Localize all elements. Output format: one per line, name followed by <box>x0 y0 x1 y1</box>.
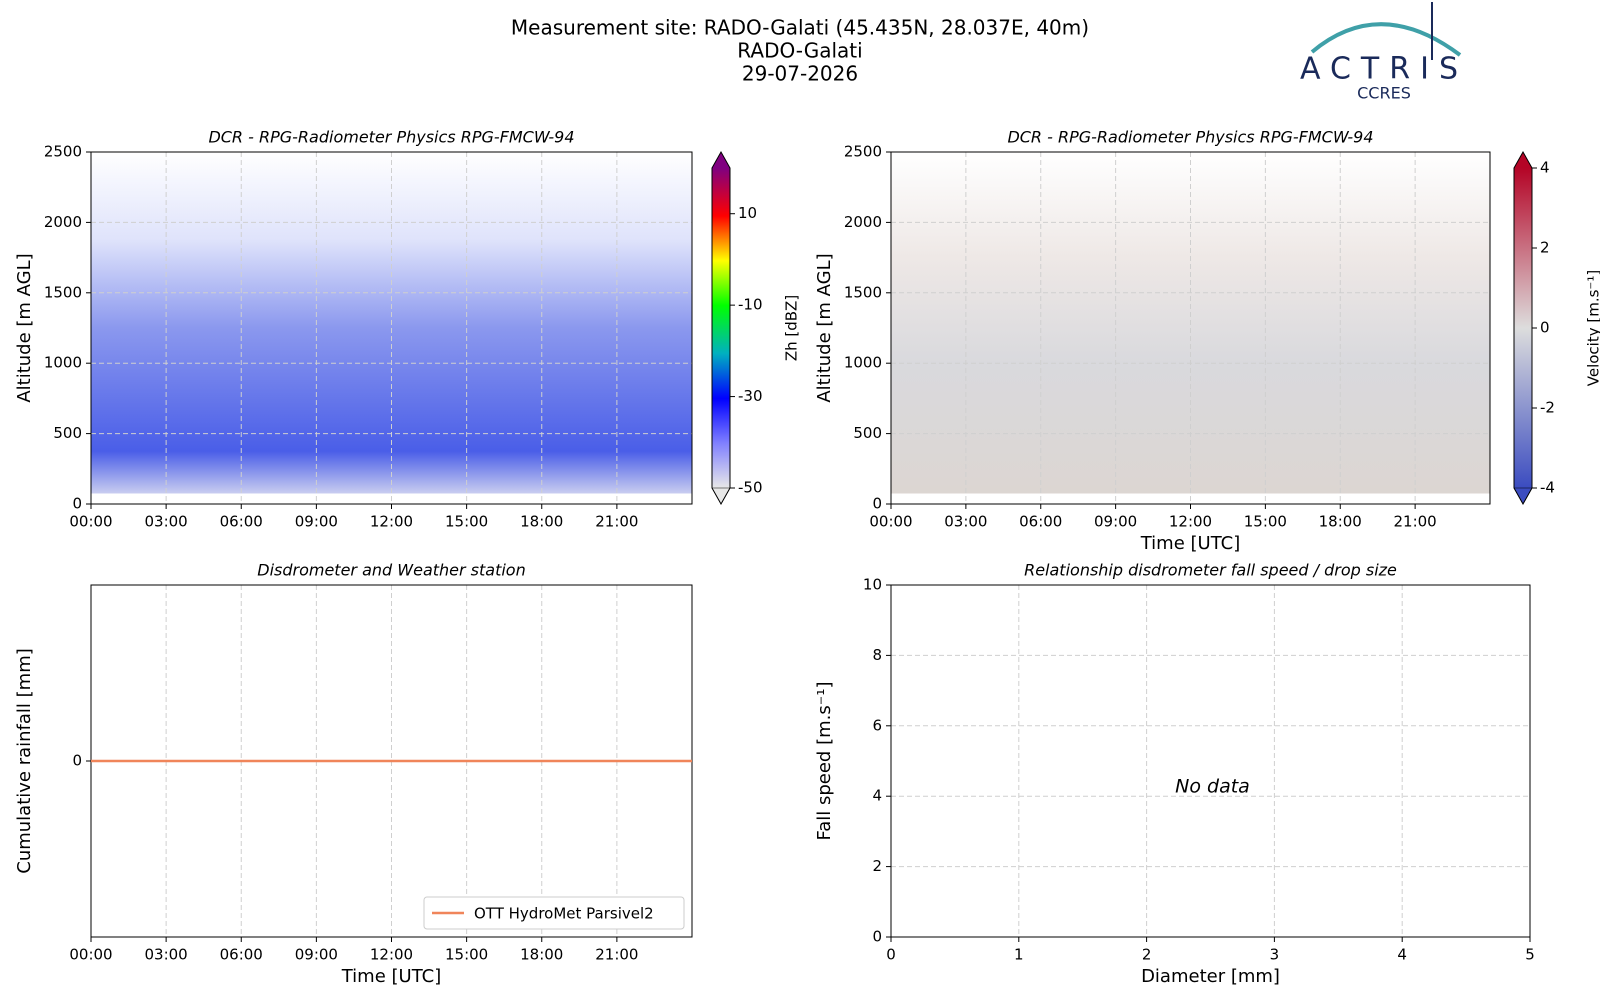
x-axis-label: Time [UTC] <box>341 966 442 987</box>
x-tick-label: 06:00 <box>220 513 263 531</box>
colorbar-tick-label: -2 <box>1540 399 1555 417</box>
y-tick-label: 0 <box>72 495 82 513</box>
x-tick-label: 06:00 <box>1019 513 1062 531</box>
x-tick-label: 00:00 <box>69 513 112 531</box>
colorbar-label: Velocity [m.s⁻¹] <box>1585 270 1600 386</box>
colorbar-tick-label: -4 <box>1540 479 1555 497</box>
x-tick-label: 12:00 <box>370 513 413 531</box>
x-tick-label: 4 <box>1397 946 1407 964</box>
panel-title: DCR - RPG-Radiometer Physics RPG-FMCW-94 <box>1007 128 1373 147</box>
x-tick-label: 21:00 <box>595 513 638 531</box>
logo-name: ACTRIS <box>1300 52 1468 87</box>
colorbar-extend <box>712 152 730 168</box>
plot-frame <box>890 584 1531 938</box>
x-tick-label: 03:00 <box>145 513 188 531</box>
y-tick-label: 10 <box>863 576 882 594</box>
x-tick-label: 15:00 <box>445 513 488 531</box>
plot-frame <box>90 151 693 505</box>
legend-label: OTT HydroMet Parsivel2 <box>474 905 654 923</box>
x-tick-label: 09:00 <box>295 513 338 531</box>
x-tick-label: 00:00 <box>69 946 112 964</box>
colorbar-tick-label: 2 <box>1540 239 1550 257</box>
x-tick-label: 12:00 <box>370 946 413 964</box>
x-tick-label: 03:00 <box>944 513 987 531</box>
x-tick-label: 06:00 <box>220 946 263 964</box>
y-tick-label: 1500 <box>844 283 882 301</box>
x-tick-label: 18:00 <box>520 513 563 531</box>
y-tick-label: 0 <box>72 752 82 770</box>
x-tick-label: 09:00 <box>295 946 338 964</box>
y-tick-label: 4 <box>872 787 882 805</box>
colorbar <box>712 168 730 488</box>
y-tick-label: 2000 <box>44 213 82 231</box>
y-tick-label: 1500 <box>44 283 82 301</box>
logo-sub: CCRES <box>1357 84 1411 103</box>
x-tick-label: 0 <box>886 946 896 964</box>
x-axis-label: Time [UTC] <box>1140 533 1241 554</box>
panel-title: DCR - RPG-Radiometer Physics RPG-FMCW-94 <box>208 128 574 147</box>
y-axis-label: Altitude [m AGL] <box>814 253 835 402</box>
colorbar-tick-label: 10 <box>738 204 757 222</box>
annotation: No data <box>1175 776 1250 798</box>
x-tick-label: 3 <box>1270 946 1280 964</box>
colorbar <box>1514 168 1532 488</box>
x-tick-label: 09:00 <box>1094 513 1137 531</box>
x-tick-label: 5 <box>1525 946 1535 964</box>
y-tick-label: 2500 <box>44 143 82 161</box>
x-tick-label: 15:00 <box>445 946 488 964</box>
y-tick-label: 2 <box>872 857 882 875</box>
logo-arc <box>1310 22 1462 57</box>
x-tick-label: 18:00 <box>520 946 563 964</box>
colorbar-extend <box>1513 487 1533 505</box>
colorbar-label: Zh [dBZ] <box>783 295 801 361</box>
figure-subtitle: RADO-Galati <box>737 39 862 63</box>
colorbar-tick-label: -10 <box>738 296 763 314</box>
x-tick-label: 21:00 <box>595 946 638 964</box>
y-tick-label: 1000 <box>44 354 82 372</box>
y-tick-label: 500 <box>53 424 82 442</box>
x-tick-label: 18:00 <box>1319 513 1362 531</box>
y-tick-label: 500 <box>853 424 882 442</box>
colorbar-tick-label: -50 <box>738 479 763 497</box>
colorbar-extend <box>1514 152 1532 168</box>
y-tick-label: 0 <box>872 495 882 513</box>
plot-frame <box>890 151 1491 505</box>
x-tick-label: 12:00 <box>1169 513 1212 531</box>
x-tick-label: 03:00 <box>145 946 188 964</box>
x-tick-label: 21:00 <box>1394 513 1437 531</box>
figure-title: Measurement site: RADO-Galati (45.435N, … <box>511 16 1089 40</box>
x-tick-label: 15:00 <box>1244 513 1287 531</box>
colorbar-tick-label: -30 <box>738 387 763 405</box>
x-tick-label: 00:00 <box>869 513 912 531</box>
colorbar-extend <box>711 487 731 505</box>
x-tick-label: 1 <box>1014 946 1024 964</box>
colorbar-tick-label: 4 <box>1540 159 1550 177</box>
y-axis-label: Altitude [m AGL] <box>14 253 35 402</box>
y-tick-label: 0 <box>872 928 882 946</box>
x-tick-label: 2 <box>1142 946 1152 964</box>
y-axis-label: Fall speed [m.s⁻¹] <box>814 682 835 841</box>
y-tick-label: 2000 <box>844 213 882 231</box>
colorbar-tick-label: 0 <box>1540 319 1550 337</box>
panel-title: Disdrometer and Weather station <box>257 561 525 580</box>
y-axis-label: Cumulative rainfall [mm] <box>14 648 35 874</box>
y-tick-label: 6 <box>872 716 882 734</box>
legend-box <box>423 896 685 930</box>
y-tick-label: 2500 <box>844 143 882 161</box>
y-tick-label: 1000 <box>844 354 882 372</box>
x-axis-label: Diameter [mm] <box>1141 966 1280 987</box>
panel-title: Relationship disdrometer fall speed / dr… <box>1024 561 1397 580</box>
y-tick-label: 8 <box>872 646 882 664</box>
figure-date: 29-07-2026 <box>742 62 858 86</box>
